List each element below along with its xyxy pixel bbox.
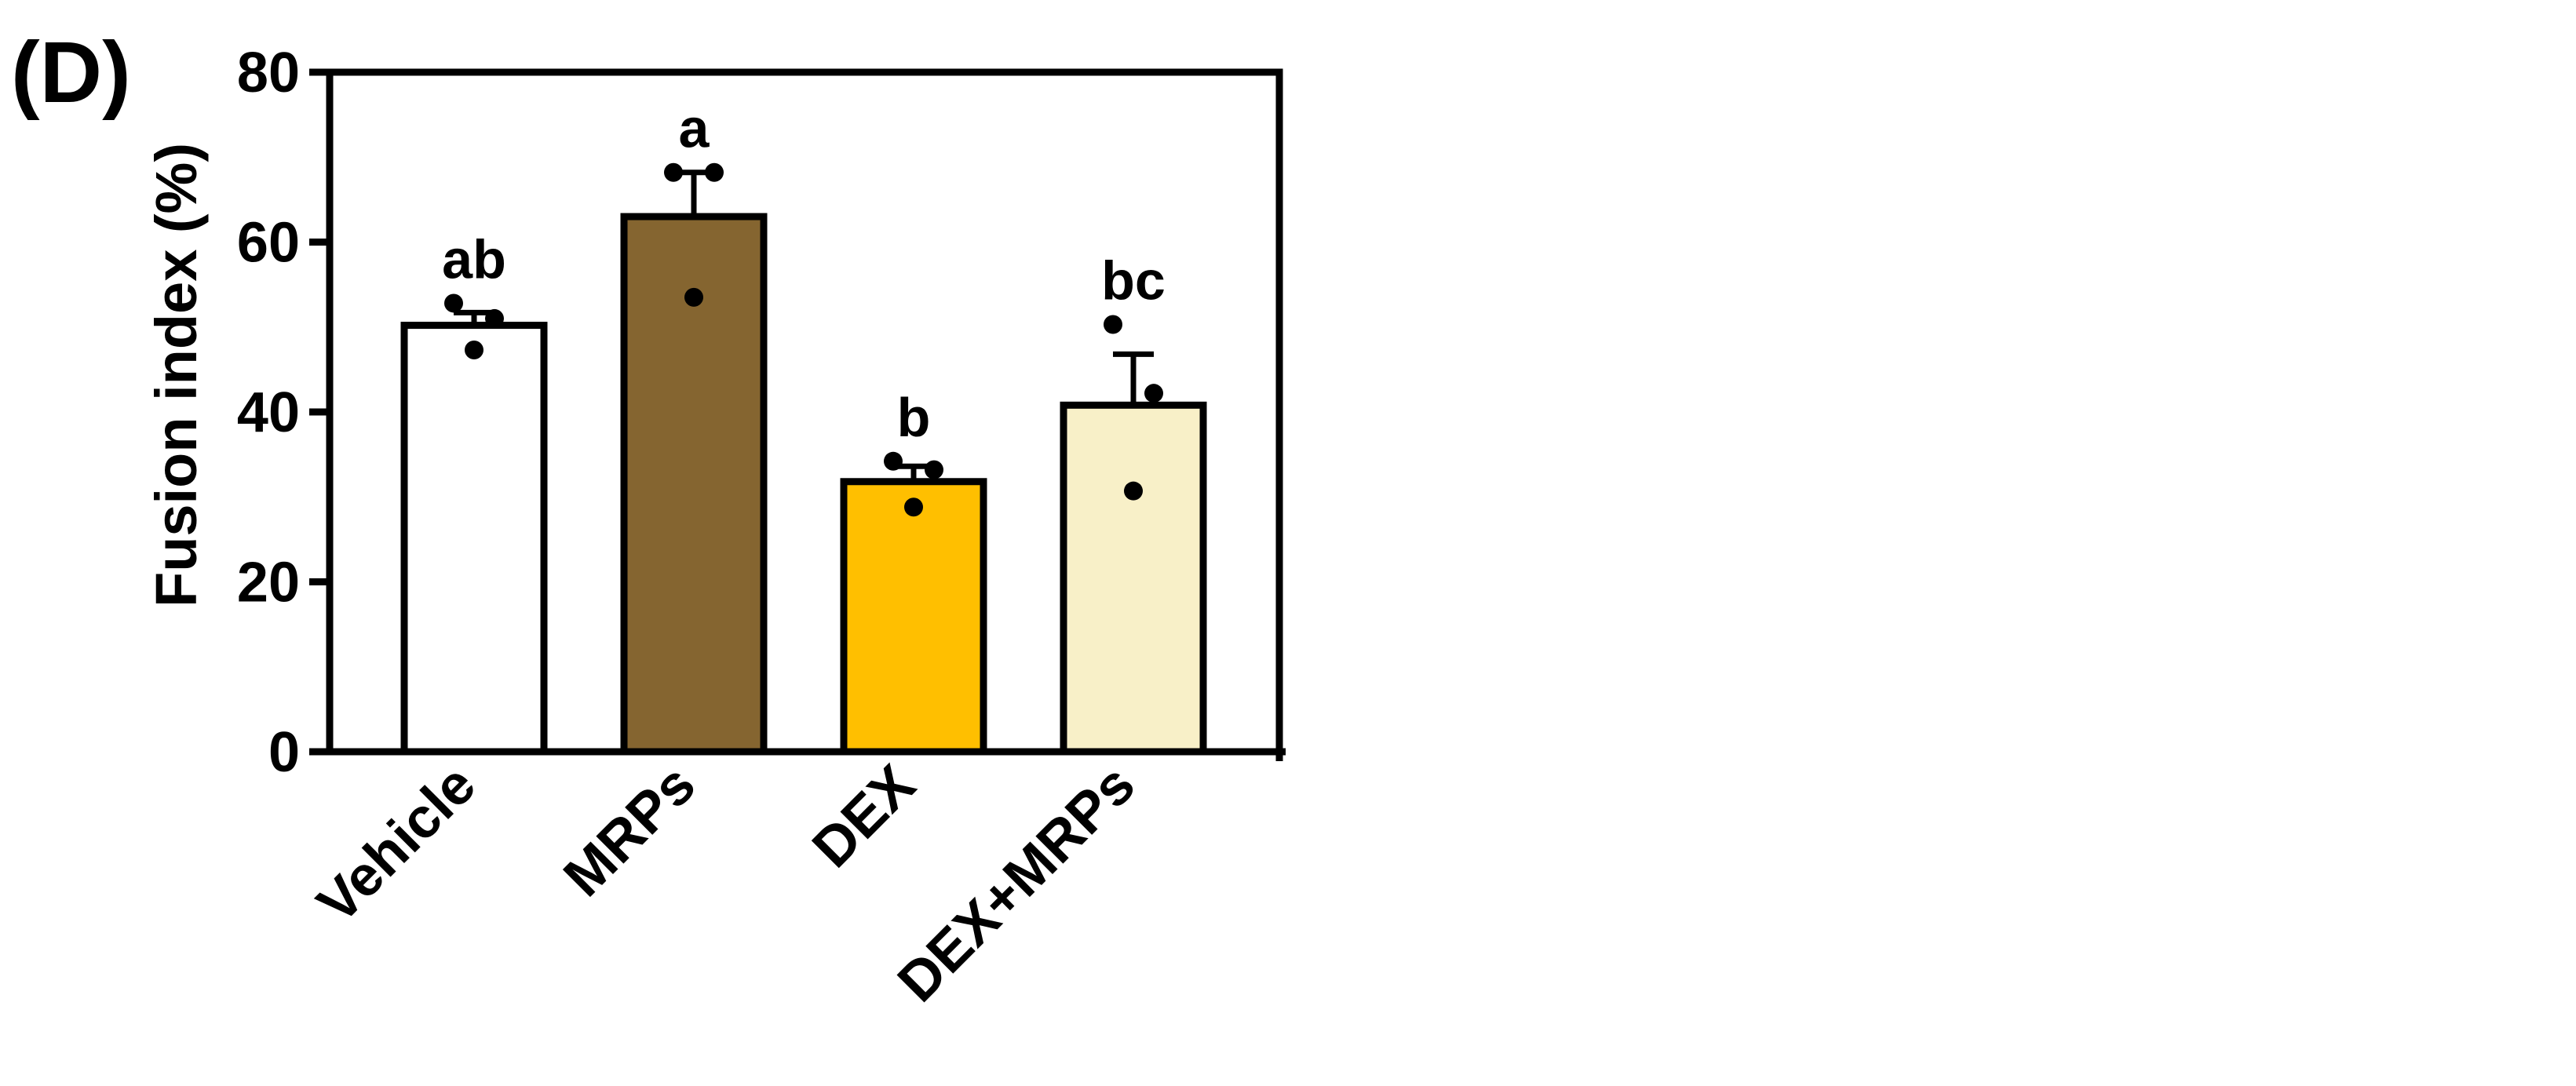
significance-letter: bc xyxy=(1101,250,1166,312)
bar-dex-mrps xyxy=(1060,401,1207,756)
x-tick-label: MRPs xyxy=(552,753,707,909)
data-point xyxy=(1104,315,1122,334)
x-tick-label: DEX xyxy=(801,753,927,880)
data-point xyxy=(925,460,943,479)
y-tick-label: 40 xyxy=(237,381,300,444)
bars-layer xyxy=(400,213,1207,756)
error-bar-dex-mrps xyxy=(1113,351,1154,406)
data-point xyxy=(1144,384,1163,403)
data-point xyxy=(485,308,504,328)
y-axis-label: Fusion index (%) xyxy=(144,143,209,607)
y-tick-label: 80 xyxy=(237,42,300,104)
data-point xyxy=(465,340,483,359)
error-bars-layer xyxy=(454,169,1154,482)
significance-letter: b xyxy=(897,387,931,448)
x-tick-label: Vehicle xyxy=(305,753,487,935)
bar-vehicle xyxy=(400,322,548,756)
bar-dex xyxy=(840,478,987,756)
y-tick-label: 0 xyxy=(268,721,300,784)
y-tick-label: 60 xyxy=(237,212,300,275)
significance-letter: a xyxy=(679,98,710,159)
data-point xyxy=(1124,481,1143,501)
panel-label: (D) xyxy=(11,24,131,121)
data-point xyxy=(705,162,724,182)
data-point xyxy=(664,162,683,182)
data-point xyxy=(444,293,463,313)
data-point xyxy=(904,497,923,517)
x-tick-label: DEX+MRPs xyxy=(886,753,1147,1014)
data-point xyxy=(684,287,703,307)
significance-letter: ab xyxy=(442,228,506,290)
y-tick-label: 20 xyxy=(237,552,300,614)
y-ticks-layer: 0 20 40 60 80 xyxy=(237,42,330,784)
points-layer xyxy=(444,162,1163,517)
data-point xyxy=(884,451,903,471)
